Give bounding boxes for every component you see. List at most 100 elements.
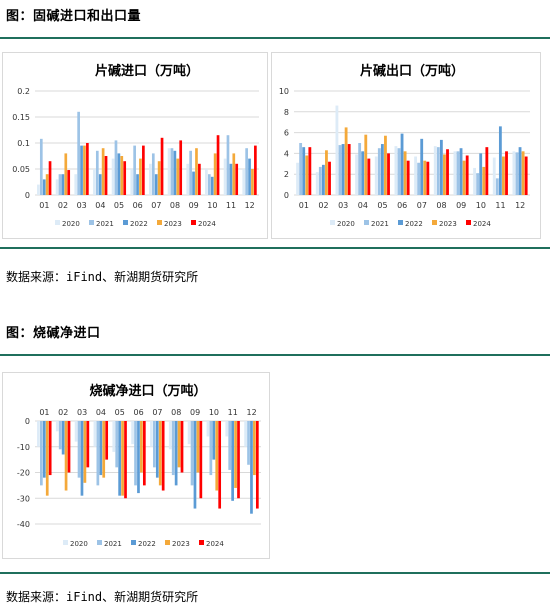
bar-2023-08: [177, 421, 181, 468]
bar-2020-06: [394, 146, 398, 195]
bar-2023-05: [120, 156, 124, 195]
bar-2022-08: [174, 421, 178, 486]
net-import-chart: 烧碱净进口（万吨） 0 -10 -20 -30 -40 01 02 03 04 05 06 07 08 09…: [17, 383, 261, 548]
bar-2024-10: [485, 147, 489, 195]
x-tick-label: 05: [114, 201, 124, 210]
legend-swatch-2021: [89, 220, 94, 225]
bar-2020-07: [149, 163, 152, 195]
bar-2020-12: [512, 151, 516, 195]
bar-2023-03: [83, 145, 86, 195]
bar-2021-09: [189, 150, 192, 195]
bar-2022-11: [231, 421, 234, 501]
bar-2024-03: [347, 144, 351, 195]
x-tick-label: 04: [95, 201, 105, 210]
bar-2022-03: [341, 144, 345, 195]
section1-title: 图：固碱进口和出口量: [6, 9, 142, 24]
bar-2020-08: [168, 421, 172, 450]
bar-2021-06: [397, 148, 401, 195]
bar-2022-12: [248, 158, 251, 195]
bar-2021-11: [228, 421, 232, 470]
chart-title: 片碱进口（万吨）: [95, 63, 199, 79]
bar-2022-02: [61, 421, 65, 455]
section1-top-rule: [0, 37, 550, 39]
x-tick-label: 09: [189, 201, 199, 210]
chart-title: 烧碱净进口（万吨）: [89, 383, 206, 399]
bar-2023-07: [423, 160, 427, 195]
bar-2022-09: [193, 421, 197, 509]
bar-2023-08: [176, 158, 180, 195]
bar-2024-06: [406, 160, 410, 195]
bar-2020-07: [414, 156, 417, 195]
bar-2021-08: [171, 421, 175, 476]
bar-2022-11: [498, 126, 502, 195]
bar-2024-07: [160, 137, 164, 195]
bar-2023-06: [140, 421, 143, 473]
bar-2022-01: [42, 179, 46, 195]
x-tick-label: 10: [209, 408, 219, 417]
bar-2022-07: [155, 421, 159, 478]
x-tick-label: 02: [58, 201, 68, 210]
legend-swatch-2020: [63, 540, 68, 545]
bar-2020-06: [131, 421, 134, 445]
bar-2024-08: [180, 421, 184, 473]
x-tick-label: 02: [58, 408, 68, 417]
bar-2022-09: [192, 171, 195, 195]
legend-label-2022: 2022: [130, 220, 148, 228]
x-tick-label: 06: [133, 408, 143, 417]
section2-source: 数据来源：iFind、新湖期货研究所: [6, 590, 199, 604]
y-tick-label: 0: [25, 417, 30, 426]
bar-2023-12: [521, 151, 525, 195]
legend-label-2024: 2024: [473, 220, 491, 228]
x-tick-label: 09: [456, 201, 466, 210]
section2-bottom-rule: [0, 572, 550, 574]
legend-label-2024: 2024: [206, 540, 224, 548]
bar-2023-12: [253, 421, 256, 476]
bar-2020-05: [111, 158, 115, 195]
x-tick-label: 03: [77, 408, 87, 417]
bar-2020-04: [93, 421, 97, 447]
bar-2023-09: [195, 148, 198, 195]
bar-2024-06: [142, 421, 146, 486]
legend-swatch-2022: [131, 540, 136, 545]
bar-2020-04: [93, 169, 96, 195]
bar-2022-04: [361, 151, 365, 195]
x-tick-label: 05: [377, 201, 387, 210]
x-tick-label: 03: [77, 201, 87, 210]
export-chart-panel: 片碱出口（万吨） 0 2 4 6 8 10 01 02 03 04 05 06 07 08 09 10 11 12 2…: [271, 52, 541, 239]
bar-2022-04: [98, 174, 102, 195]
bar-2023-06: [139, 158, 142, 195]
legend-label-2023: 2023: [439, 220, 457, 228]
bar-2023-12: [251, 169, 254, 195]
bar-2021-12: [515, 152, 519, 195]
bar-2023-03: [344, 127, 348, 195]
bar-2021-11: [495, 178, 499, 195]
bar-2021-03: [77, 421, 81, 478]
bar-2022-08: [439, 139, 443, 195]
bar-2020-02: [55, 421, 59, 432]
x-tick-label: 10: [476, 201, 486, 210]
bar-2020-12: [242, 169, 246, 195]
bar-2022-01: [42, 421, 46, 478]
net-import-chart-panel: 烧碱净进口（万吨） 0 -10 -20 -30 -40 01 02 03 04 05 06 07 08 09…: [2, 372, 270, 559]
legend-swatch-2022: [398, 220, 403, 225]
legend-label-2022: 2022: [405, 220, 423, 228]
x-tick-label: 07: [151, 201, 161, 210]
bar-2020-09: [186, 163, 190, 195]
bar-2022-01: [302, 147, 306, 195]
bar-2024-01: [48, 161, 52, 195]
bar-2020-03: [74, 174, 78, 195]
legend-swatch-2023: [165, 540, 170, 545]
x-tick-label: 02: [318, 201, 328, 210]
bar-2021-04: [358, 143, 362, 195]
bar-2022-05: [380, 144, 384, 195]
bar-2021-10: [209, 421, 213, 476]
bar-2021-06: [133, 145, 136, 195]
bar-2022-11: [229, 163, 233, 195]
x-tick-label: 11: [226, 201, 236, 210]
bar-2020-03: [335, 105, 339, 195]
bar-2024-05: [124, 421, 127, 499]
bar-2021-11: [226, 135, 230, 195]
bar-2023-08: [443, 154, 446, 195]
bar-2023-01: [45, 421, 49, 496]
bar-2022-05: [118, 421, 121, 496]
